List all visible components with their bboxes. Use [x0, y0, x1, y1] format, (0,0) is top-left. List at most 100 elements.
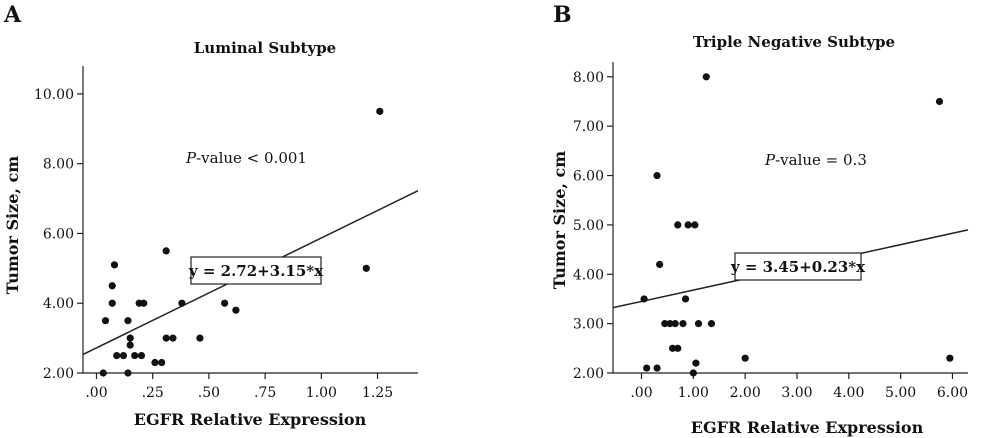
- data-point: [232, 306, 240, 314]
- y-axis-label: Tumor Size, cm: [3, 156, 22, 294]
- data-point: [124, 369, 132, 377]
- data-point: [653, 364, 661, 372]
- chart-title: Luminal Subtype: [194, 39, 336, 57]
- p-value-annotation: P-value < 0.001: [185, 149, 307, 167]
- data-point: [376, 107, 384, 115]
- data-point: [671, 320, 679, 328]
- p-value-annotation: P-value = 0.3: [764, 151, 867, 169]
- data-point: [702, 73, 710, 81]
- y-tick-label: 2.00: [573, 366, 604, 382]
- regression-equation: y = 2.72+3.15*x: [188, 262, 324, 280]
- data-point: [640, 295, 648, 303]
- x-tick-label: 4.00: [833, 385, 864, 401]
- chart-title: Triple Negative Subtype: [693, 33, 895, 51]
- data-point: [151, 358, 159, 367]
- x-tick-label: .50: [198, 385, 220, 401]
- data-point: [362, 264, 370, 272]
- data-point: [935, 97, 944, 106]
- data-points: [640, 73, 954, 377]
- data-point: [162, 247, 170, 255]
- x-axis-label: EGFR Relative Expression: [691, 418, 924, 437]
- data-point: [108, 282, 116, 290]
- y-tick-label: 8.00: [573, 70, 604, 86]
- x-ticks: .00 .25 .50 .75 1.00 1.25: [85, 373, 393, 401]
- data-point: [692, 359, 700, 367]
- data-point: [110, 261, 119, 269]
- data-point: [119, 351, 128, 360]
- data-point: [124, 317, 132, 325]
- data-point: [101, 317, 110, 325]
- data-point: [653, 171, 661, 180]
- y-tick-label: 5.00: [573, 218, 604, 234]
- data-point: [656, 260, 664, 268]
- panel-letter-a: A: [3, 2, 22, 28]
- equation-box: [734, 252, 862, 281]
- x-axis-label: EGFR Relative Expression: [134, 410, 367, 429]
- x-tick-label: 5.00: [885, 385, 916, 401]
- p-value-text: -value < 0.001: [196, 149, 307, 167]
- data-point: [196, 334, 204, 342]
- data-point: [178, 299, 186, 307]
- data-point: [126, 341, 134, 349]
- y-tick-label: 8.00: [43, 157, 74, 173]
- x-tick-label: 1.00: [678, 385, 709, 401]
- data-point: [689, 369, 697, 377]
- x-tick-label: 3.00: [781, 385, 812, 401]
- data-point: [684, 221, 692, 229]
- y-ticks: 2.00 3.00 4.00 5.00 6.00 7.00 8.00: [573, 70, 613, 382]
- panel-a: A Luminal Subtype .00 .25 .50 .75 1.00 1.25 2…: [3, 2, 419, 429]
- x-ticks: .00 1.00 2.00 3.00 4.00 5.00 6.00: [630, 373, 968, 401]
- data-point: [221, 299, 229, 307]
- y-ticks: 2.00 4.00 6.00 8.00 10.00: [34, 87, 83, 382]
- y-tick-label: 2.00: [43, 366, 74, 382]
- x-tick-label: 2.00: [730, 385, 761, 401]
- y-tick-label: 4.00: [43, 296, 74, 312]
- data-point: [668, 344, 677, 352]
- y-tick-label: 4.00: [573, 267, 604, 283]
- data-point: [674, 221, 682, 229]
- data-point: [169, 334, 177, 342]
- y-tick-label: 7.00: [573, 119, 604, 135]
- x-tick-label: 1.00: [306, 385, 337, 401]
- data-point: [108, 299, 116, 307]
- regression-equation: y = 3.45+0.23*x: [730, 258, 866, 276]
- x-tick-label: 6.00: [937, 385, 968, 401]
- panel-b: B Triple Negative Subtype .00 1.00 2.00 3.0…: [550, 2, 969, 437]
- data-point: [140, 299, 148, 307]
- data-point: [679, 320, 687, 328]
- x-tick-label: .00: [85, 385, 107, 401]
- y-axis-label: Tumor Size, cm: [550, 151, 569, 289]
- data-point: [162, 334, 170, 342]
- y-tick-label: 6.00: [573, 169, 604, 185]
- p-value-text: -value = 0.3: [775, 151, 867, 169]
- x-tick-label: 1.25: [362, 385, 393, 401]
- data-point: [113, 351, 121, 360]
- data-point: [694, 320, 703, 328]
- p-value-italic-p: P: [764, 151, 776, 169]
- x-tick-label: .00: [630, 385, 652, 401]
- data-point: [674, 344, 682, 352]
- data-point: [691, 221, 699, 229]
- data-point: [137, 351, 146, 360]
- panel-letter-b: B: [553, 2, 572, 28]
- data-point: [707, 320, 716, 328]
- p-value-italic-p: P: [185, 149, 197, 167]
- data-point: [643, 364, 651, 372]
- data-point: [131, 351, 139, 360]
- y-tick-label: 10.00: [34, 87, 74, 103]
- x-tick-label: .25: [142, 385, 164, 401]
- x-tick-label: .75: [254, 385, 276, 401]
- data-points: [99, 107, 384, 377]
- data-point: [666, 320, 674, 328]
- data-point: [681, 295, 690, 303]
- data-point: [661, 320, 669, 328]
- data-point: [158, 358, 166, 367]
- data-point: [741, 354, 749, 362]
- data-point: [99, 369, 107, 377]
- data-point: [946, 354, 954, 362]
- data-point: [126, 334, 134, 342]
- y-tick-label: 3.00: [573, 317, 604, 333]
- y-tick-label: 6.00: [43, 226, 74, 242]
- equation-box: [190, 256, 322, 285]
